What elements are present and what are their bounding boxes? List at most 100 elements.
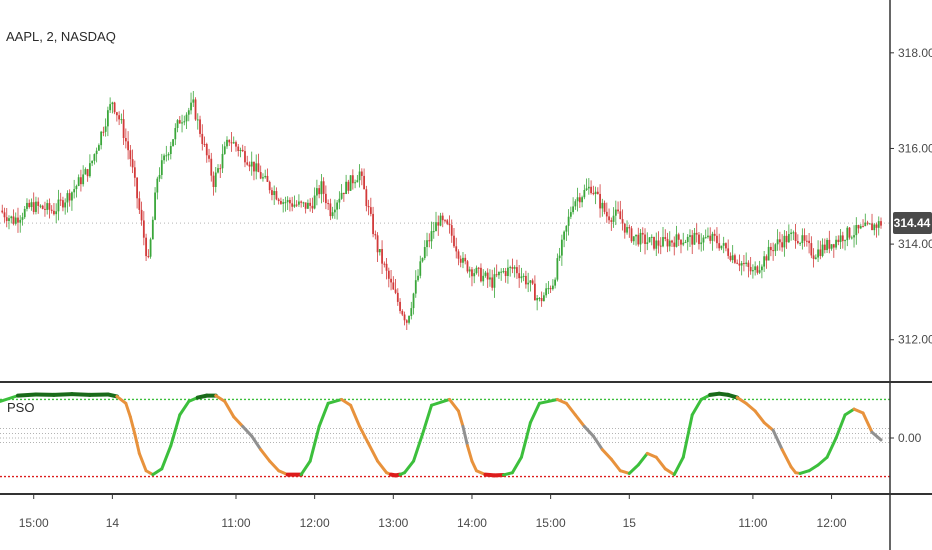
candle-body (118, 115, 121, 120)
pso-line-segment (169, 413, 182, 448)
candle-body (774, 244, 777, 252)
candle-body (621, 219, 624, 224)
time-tick-label: 12:00 (817, 516, 847, 530)
candle-body (163, 155, 165, 161)
candle-body (19, 219, 22, 223)
candle-body (86, 169, 89, 177)
candle-body (583, 190, 586, 198)
candle-body (466, 261, 469, 272)
candle-body (293, 204, 296, 207)
candle-body (783, 235, 786, 248)
candle-body (190, 102, 192, 111)
candle-body (82, 174, 85, 185)
candle-body (612, 215, 615, 222)
candle-body (208, 155, 210, 159)
time-tick-label: 15:00 (19, 516, 49, 530)
symbol-title: AAPL, 2, NASDAQ (6, 29, 116, 44)
candle-body (644, 234, 646, 245)
candle-body (722, 243, 725, 246)
candle-body (666, 238, 669, 247)
candle-body (12, 216, 15, 224)
candle-body (286, 199, 289, 203)
pso-line-segment (861, 411, 874, 434)
candle-body (158, 174, 161, 179)
candle-body (817, 249, 819, 258)
pso-line-segment (591, 434, 604, 452)
pso-line-segment (223, 399, 236, 419)
last-price-label: 314.44 (894, 216, 931, 230)
candle-body (698, 234, 700, 245)
candle-body (55, 211, 58, 215)
candle-body (62, 200, 64, 208)
pso-line-segment (470, 459, 478, 473)
candle-series (1, 91, 882, 330)
candle-body (93, 154, 96, 161)
pso-line-segment (268, 459, 281, 473)
candle-body (875, 224, 878, 228)
candle-body (866, 222, 869, 224)
candle-body (808, 240, 810, 244)
pso-line-segment (137, 451, 148, 473)
pso-line-segment (51, 392, 74, 397)
candle-body (689, 235, 691, 237)
candle-body (212, 175, 215, 187)
candle-body (201, 133, 204, 144)
candle-body (194, 99, 197, 120)
candle-body (491, 277, 494, 288)
candle-body (392, 282, 395, 290)
pso-line-segment (843, 407, 856, 417)
candle-body (632, 236, 635, 242)
candle-body (716, 235, 718, 244)
candle-body (812, 255, 815, 259)
candle-body (295, 204, 298, 206)
candle-body (100, 131, 103, 146)
candle-body (430, 231, 433, 242)
pso-line-segment (430, 397, 451, 407)
candle-body (396, 292, 399, 302)
candle-body (533, 283, 536, 301)
pso-line-segment (308, 424, 321, 463)
pso-line-segment (753, 409, 766, 425)
pso-line-segment (358, 424, 380, 463)
candle-body (805, 240, 808, 242)
candle-body (455, 246, 458, 252)
candle-body (444, 220, 446, 222)
candle-body (57, 199, 60, 212)
pso-line-segment (663, 467, 676, 477)
candle-body (356, 180, 359, 183)
candle-body (205, 144, 208, 156)
pso-line-segment (105, 392, 119, 399)
candle-body (814, 257, 817, 259)
candle-body (149, 239, 152, 257)
candle-body (253, 161, 255, 172)
candle-body (111, 102, 114, 105)
candle-body (450, 225, 453, 236)
candle-body (358, 171, 361, 181)
time-tick-label: 12:00 (300, 516, 330, 530)
candle-body (284, 202, 287, 204)
candle-body (120, 119, 123, 121)
candle-body (608, 216, 610, 221)
candle-body (3, 212, 6, 218)
pso-line-segment (0, 394, 20, 403)
candle-body (778, 239, 781, 243)
candle-body (684, 242, 687, 244)
candle-body (307, 202, 309, 209)
candle-body (376, 235, 379, 253)
candle-body (630, 228, 633, 242)
candle-body (839, 235, 842, 243)
candle-body (480, 267, 482, 282)
pso-line-segment (600, 448, 613, 461)
candle-body (482, 275, 485, 282)
pso-line-segment (798, 469, 811, 475)
candle-body (266, 175, 269, 182)
candle-body (859, 226, 862, 229)
candle-body (668, 240, 671, 247)
candle-body (214, 172, 217, 187)
candle-body (837, 239, 840, 243)
candle-body (374, 234, 377, 236)
candle-body (351, 175, 354, 184)
